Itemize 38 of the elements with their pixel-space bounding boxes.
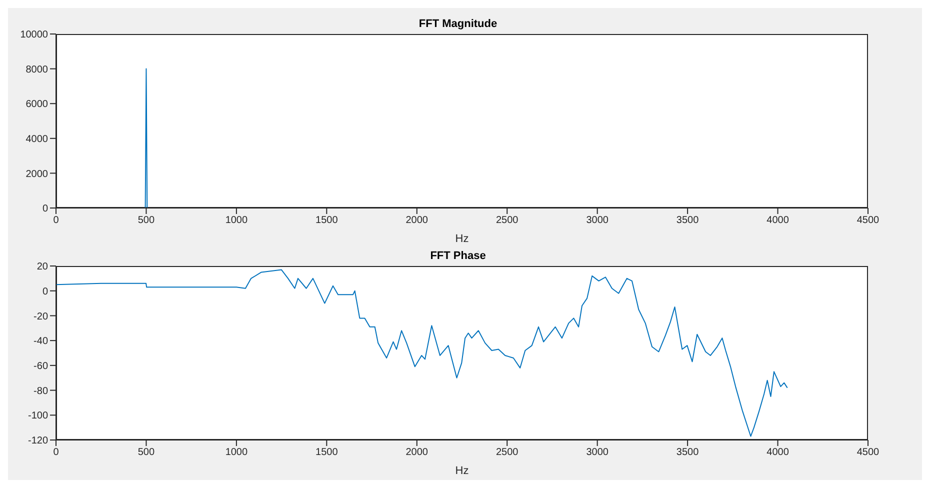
y-tick-label: 0	[42, 286, 48, 298]
x-tick-label: 1000	[225, 215, 248, 226]
x-tick-label: 0	[53, 447, 60, 458]
y-tick-label: 10000	[20, 30, 48, 41]
y-tick-label: 6000	[26, 99, 48, 110]
y-tick-label: -120	[28, 436, 48, 447]
x-tick-label: 4500	[856, 215, 880, 226]
y-tick-label: 8000	[26, 64, 48, 76]
x-tick-label: 4500	[856, 447, 880, 458]
x-tick-label: 3500	[676, 215, 700, 226]
x-tick-label: 4000	[766, 215, 790, 226]
y-tick-label: -20	[34, 311, 48, 322]
y-tick-label: -40	[34, 336, 48, 348]
x-axis-title: Hz	[455, 233, 469, 245]
x-tick-label: 3000	[586, 215, 609, 226]
x-tick-label: 0	[53, 215, 60, 226]
x-tick-label: 2500	[496, 447, 519, 458]
y-tick-label: 4000	[26, 134, 48, 145]
x-tick-label: 3000	[586, 447, 609, 458]
y-tick-label: 0	[42, 204, 48, 215]
x-tick-label: 1500	[316, 447, 338, 458]
x-axis-title: Hz	[455, 465, 469, 477]
x-tick-label: 2500	[496, 215, 519, 226]
y-tick-label: -60	[34, 360, 48, 372]
x-tick-label: 500	[138, 215, 155, 226]
y-tick-label: 2000	[26, 168, 48, 180]
chart-title: FFT Phase	[429, 250, 487, 262]
x-tick-label: 4000	[766, 447, 790, 458]
x-tick-label: 1500	[316, 215, 338, 226]
y-tick-label: 20	[36, 262, 48, 273]
y-tick-label: -80	[34, 386, 48, 397]
chart-title: FFT Magnitude	[418, 18, 498, 30]
x-tick-label: 2000	[406, 215, 428, 226]
x-tick-label: 1000	[225, 447, 248, 458]
y-tick-label: -100	[28, 410, 48, 422]
x-tick-label: 3500	[676, 447, 700, 458]
x-tick-label: 2000	[406, 447, 428, 458]
x-tick-label: 500	[138, 447, 155, 458]
